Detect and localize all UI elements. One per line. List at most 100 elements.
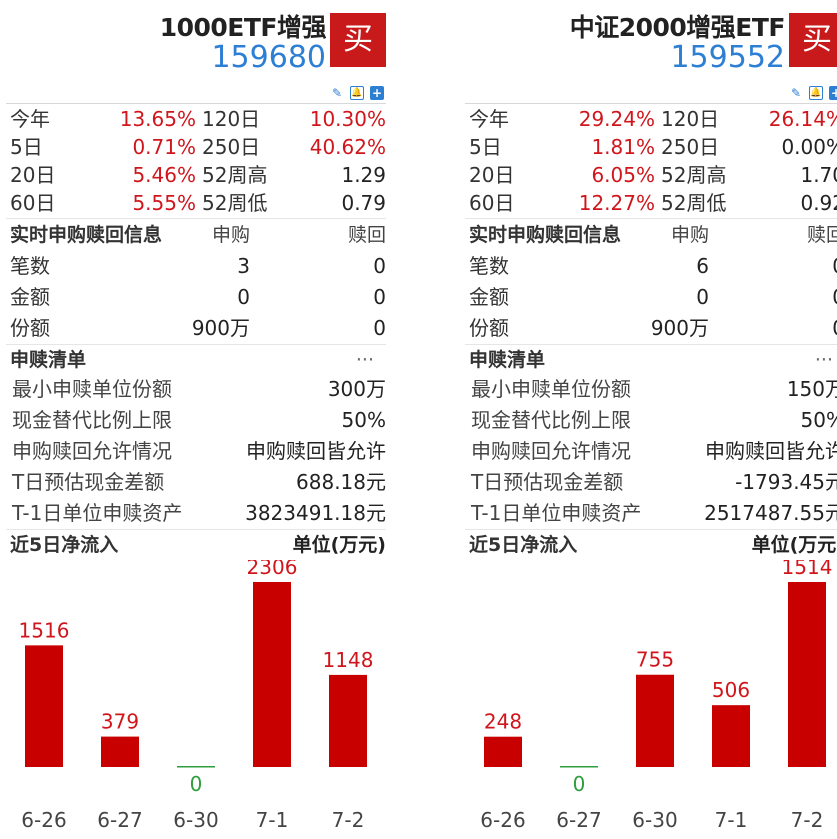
buy-button[interactable]: 买 xyxy=(789,13,837,67)
date-tick-label: 7-2 xyxy=(791,808,824,832)
inflow-bar[interactable] xyxy=(636,674,674,767)
sg-row: T日预估现金差额 688.18元 xyxy=(6,467,386,498)
inflow-bar[interactable] xyxy=(253,582,291,767)
return-label: 5日 xyxy=(10,135,43,159)
return-value: 6.05% xyxy=(591,163,655,187)
sg-value: 2517487.55元 xyxy=(704,501,837,525)
col-subscribe: 申购 xyxy=(670,224,709,246)
date-tick-label: 7-1 xyxy=(256,808,289,832)
return-row: 20日 6.05% 52周高 1.70 xyxy=(465,161,837,190)
inflow-bar[interactable] xyxy=(560,766,598,768)
more-icon[interactable]: ··· xyxy=(814,349,833,371)
sg-row: 申购赎回允许情况 申购赎回皆允许 xyxy=(6,436,386,467)
inflow-value-label: 1516 xyxy=(19,618,70,642)
return-label: 52周高 xyxy=(661,163,727,187)
realtime-label: 金额 xyxy=(10,285,50,309)
sg-row: 申购赎回允许情况 申购赎回皆允许 xyxy=(465,436,837,467)
sg-label: 现金替代比例上限 xyxy=(471,408,631,432)
bell-icon[interactable]: 🔔 xyxy=(350,86,364,100)
date-tick-label: 6-26 xyxy=(480,808,525,832)
flow-title: 近5日净流入 xyxy=(10,534,119,556)
inflow-bar[interactable] xyxy=(329,674,367,767)
return-value: 5.55% xyxy=(132,191,196,215)
flow-unit: 单位(万元) xyxy=(292,534,386,556)
return-label: 20日 xyxy=(10,163,56,187)
plus-icon[interactable]: + xyxy=(370,86,384,100)
date-tick-label: 6-26 xyxy=(21,808,66,832)
flow-header: 近5日净流入 单位(万元) xyxy=(465,530,837,560)
flow-title: 近5日净流入 xyxy=(469,534,578,556)
realtime-row: 份额 900万 0 xyxy=(6,313,386,344)
toolbar: ✎ 🔔 + xyxy=(789,86,837,102)
subscribe-value: 900万 xyxy=(650,316,709,340)
sg-list-title: 申赎清单 xyxy=(469,349,546,371)
inflow-bar[interactable] xyxy=(788,582,826,767)
sg-value: -1793.45元 xyxy=(735,470,837,494)
sg-label: T-1日单位申赎资产 xyxy=(471,501,642,525)
inflow-value-label: 379 xyxy=(101,710,139,734)
sg-row: T-1日单位申赎资产 2517487.55元 xyxy=(465,498,837,529)
sg-list-header[interactable]: 申赎清单 ··· xyxy=(6,345,386,375)
redeem-value: 0 xyxy=(832,313,837,344)
realtime-title: 实时申购赎回信息 xyxy=(10,224,163,246)
inflow-value-label: 1514 xyxy=(782,560,833,579)
return-value: 1.81% xyxy=(591,135,655,159)
inflow-bar[interactable] xyxy=(484,736,522,767)
net-inflow-chart: 248 6-26 0 6-27 755 6-30 506 7-1 1514 7-2 xyxy=(480,560,833,832)
etf-code[interactable]: 159680 xyxy=(211,40,326,75)
sg-label: T日预估现金差额 xyxy=(12,470,165,494)
return-label: 250日 xyxy=(202,135,261,159)
return-label: 120日 xyxy=(202,107,261,131)
etf-header: 1000ETF增强 159680 买 xyxy=(6,0,386,86)
return-label: 5日 xyxy=(469,135,502,159)
date-tick-label: 7-2 xyxy=(332,808,365,832)
realtime-label: 笔数 xyxy=(10,254,50,278)
subscribe-value: 900万 xyxy=(191,316,250,340)
buy-button[interactable]: 买 xyxy=(330,13,386,67)
inflow-bar[interactable] xyxy=(712,705,750,767)
flow-unit: 单位(万元) xyxy=(751,534,837,556)
sg-list-header[interactable]: 申赎清单 ··· xyxy=(465,345,837,375)
subscribe-value: 6 xyxy=(696,254,709,278)
realtime-row: 笔数 3 0 xyxy=(6,251,386,282)
return-value: 0.79 xyxy=(341,191,386,215)
sg-label: 申购赎回允许情况 xyxy=(12,439,172,463)
pencil-icon[interactable]: ✎ xyxy=(790,86,802,100)
return-value: 0.00% xyxy=(781,135,837,159)
sg-row: 最小申赎单位份额 150万 xyxy=(465,374,837,405)
divider xyxy=(465,103,837,104)
return-value: 40.62% xyxy=(309,135,386,159)
return-value: 0.92 xyxy=(800,191,837,215)
divider xyxy=(465,218,837,219)
etf-name: 中证2000增强ETF xyxy=(569,13,786,42)
etf-code[interactable]: 159552 xyxy=(670,40,785,75)
return-value: 12.27% xyxy=(578,191,655,215)
etf-header: 中证2000增强ETF 159552 买 xyxy=(465,0,837,86)
return-value: 26.14% xyxy=(768,107,837,131)
sg-row: 最小申赎单位份额 300万 xyxy=(6,374,386,405)
realtime-row: 金额 0 0 xyxy=(465,282,837,313)
sg-label: 申购赎回允许情况 xyxy=(471,439,631,463)
more-icon[interactable]: ··· xyxy=(355,349,374,371)
plus-icon[interactable]: + xyxy=(829,86,837,100)
sg-row: 现金替代比例上限 50% xyxy=(465,405,837,436)
sg-label: 现金替代比例上限 xyxy=(12,408,172,432)
date-tick-label: 6-27 xyxy=(97,808,142,832)
divider xyxy=(6,218,386,219)
realtime-label: 份额 xyxy=(10,316,50,340)
bell-icon[interactable]: 🔔 xyxy=(809,86,823,100)
return-label: 250日 xyxy=(661,135,720,159)
pencil-icon[interactable]: ✎ xyxy=(331,86,343,100)
return-label: 120日 xyxy=(661,107,720,131)
col-redeem: 赎回 xyxy=(806,224,837,246)
divider xyxy=(465,344,837,345)
inflow-value-label: 248 xyxy=(484,710,522,734)
etf-panel-2000: 中证2000增强ETF 159552 买 ✎ 🔔 + 今年 29.24% 120… xyxy=(465,0,837,839)
inflow-bar[interactable] xyxy=(25,645,63,767)
sg-label: 最小申赎单位份额 xyxy=(471,377,631,401)
subscribe-value: 0 xyxy=(237,285,250,309)
redeem-value: 0 xyxy=(832,251,837,282)
inflow-bar[interactable] xyxy=(101,736,139,767)
redeem-value: 0 xyxy=(373,285,386,309)
inflow-bar[interactable] xyxy=(177,766,215,768)
